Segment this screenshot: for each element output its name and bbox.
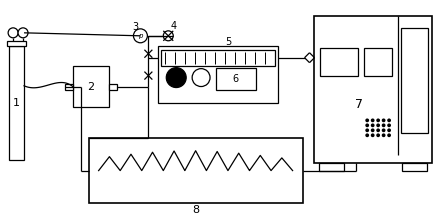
Bar	[161, 50, 275, 66]
Circle shape	[377, 119, 379, 122]
Bar	[401, 28, 428, 133]
Circle shape	[371, 124, 374, 127]
Circle shape	[366, 124, 368, 127]
Circle shape	[377, 124, 379, 127]
Text: 4: 4	[170, 21, 177, 31]
Circle shape	[371, 134, 374, 137]
Bar	[314, 16, 432, 163]
Circle shape	[366, 129, 368, 132]
Circle shape	[371, 129, 374, 132]
Bar	[9, 46, 24, 160]
Bar	[109, 84, 117, 89]
Bar	[364, 48, 392, 76]
Bar	[158, 46, 278, 103]
Bar	[73, 66, 109, 107]
Circle shape	[382, 129, 385, 132]
Bar	[319, 163, 344, 171]
Text: p: p	[138, 33, 143, 39]
Circle shape	[18, 28, 28, 38]
Circle shape	[382, 124, 385, 127]
Circle shape	[382, 119, 385, 122]
Text: 7: 7	[355, 98, 363, 111]
Bar	[402, 163, 427, 171]
Circle shape	[382, 134, 385, 137]
Circle shape	[388, 134, 390, 137]
Text: 6: 6	[233, 74, 239, 84]
Circle shape	[163, 31, 173, 41]
Circle shape	[371, 119, 374, 122]
Text: 2: 2	[87, 81, 94, 92]
Circle shape	[388, 119, 390, 122]
Text: 3: 3	[132, 22, 138, 32]
Circle shape	[388, 124, 390, 127]
Bar	[321, 48, 358, 76]
Circle shape	[8, 28, 18, 38]
Text: 1: 1	[13, 98, 20, 108]
Circle shape	[166, 68, 186, 87]
Circle shape	[366, 134, 368, 137]
Bar	[65, 84, 73, 89]
Circle shape	[377, 129, 379, 132]
Bar	[89, 138, 303, 203]
Circle shape	[377, 134, 379, 137]
Circle shape	[192, 69, 210, 87]
Bar	[7, 41, 26, 46]
Bar	[216, 68, 256, 89]
Circle shape	[366, 119, 368, 122]
Circle shape	[388, 129, 390, 132]
Text: 8: 8	[192, 205, 199, 215]
Text: 5: 5	[225, 37, 231, 47]
Circle shape	[134, 29, 147, 43]
